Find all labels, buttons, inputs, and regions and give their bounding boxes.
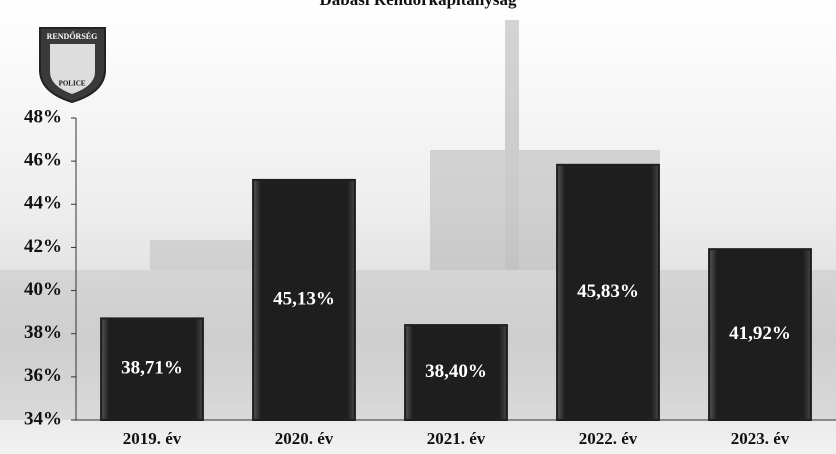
x-tick-label: 2022. év <box>579 429 638 448</box>
bar <box>404 324 508 422</box>
bar <box>708 248 812 421</box>
x-tick-label: 2020. év <box>275 429 334 448</box>
value-label: 38,40% <box>425 361 487 382</box>
y-tick-label: 42% <box>24 236 62 257</box>
y-tick-label: 36% <box>24 365 62 386</box>
chart-title: Dabasi Rendőrkapitányság <box>320 0 517 9</box>
x-tick-label: 2021. év <box>427 429 486 448</box>
x-tick-label: 2019. év <box>123 429 182 448</box>
value-label: 45,13% <box>273 288 335 309</box>
y-tick-label: 48% <box>24 106 62 127</box>
y-tick-label: 38% <box>24 322 62 343</box>
y-tick-label: 44% <box>24 193 62 214</box>
logo-bottom-text: POLICE <box>59 80 86 88</box>
value-label: 38,71% <box>121 358 183 379</box>
y-tick-label: 34% <box>24 408 62 429</box>
value-label: 41,92% <box>729 323 791 344</box>
bar <box>252 178 356 421</box>
bar <box>100 317 204 421</box>
x-tick-label: 2023. év <box>731 429 790 448</box>
y-tick-label: 46% <box>24 150 62 171</box>
y-tick-label: 40% <box>24 279 62 300</box>
logo: RENDŐRSÉG POLICE <box>39 27 106 104</box>
bar <box>556 163 660 421</box>
logo-top-text: RENDŐRSÉG <box>47 31 98 41</box>
value-label: 45,83% <box>577 281 639 302</box>
